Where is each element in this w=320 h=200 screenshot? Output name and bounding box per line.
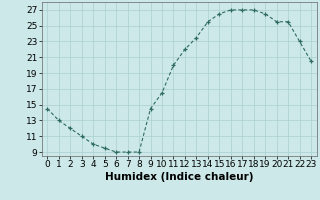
X-axis label: Humidex (Indice chaleur): Humidex (Indice chaleur) bbox=[105, 172, 253, 182]
